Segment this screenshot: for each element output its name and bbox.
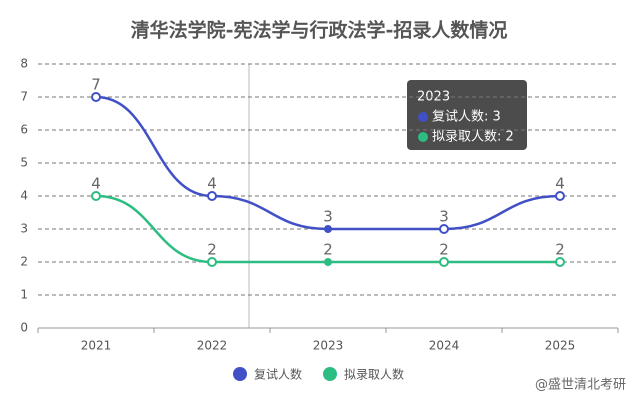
chart-title: 清华法学院-宪法学与行政法学-招录人数情况 [131,19,508,42]
data-label: 7 [91,76,101,94]
data-label: 2 [439,241,449,259]
point [555,257,565,267]
y-tick-label: 2 [20,255,28,269]
series-line [95,194,560,264]
y-tick-label: 1 [20,288,28,302]
series-line [95,95,561,231]
y-tick-label: 0 [20,321,28,335]
point [324,258,332,266]
x-tick-label: 2022 [197,339,228,353]
point [207,191,217,201]
y-tick-label: 5 [20,156,28,170]
y-tick-label: 3 [20,222,28,236]
x-tick-label: 2025 [545,339,576,353]
watermark: @盛世清北考研 [535,378,626,393]
data-label: 2 [323,241,333,259]
y-tick-label: 6 [20,123,28,137]
legend-marker [233,367,247,381]
legend-label: 拟录取人数 [344,367,404,382]
data-label: 2 [207,241,217,259]
point [207,257,217,267]
point [324,225,332,233]
data-label: 4 [555,175,565,193]
x-tick-label: 2021 [81,339,112,353]
data-label: 3 [439,208,449,226]
tooltip-dot [418,132,428,142]
data-label: 4 [207,175,217,193]
legend-marker [323,367,337,381]
y-tick-label: 8 [20,57,28,71]
data-label: 2 [555,241,565,259]
legend-label: 复试人数 [254,367,302,382]
y-tick-label: 7 [20,90,28,104]
tooltip-dot [418,112,428,122]
data-label: 3 [323,208,333,226]
tooltip-line: 拟录取人数: 2 [432,130,514,145]
x-tick-label: 2023 [313,339,344,353]
x-tick-label: 2024 [429,339,460,353]
point [91,191,101,201]
tooltip: 2023 复试人数: 3 拟录取人数: 2 [407,80,527,150]
tooltip-line: 复试人数: 3 [432,110,501,125]
point [439,224,449,234]
point [91,92,101,102]
y-tick-label: 4 [20,189,28,203]
point [555,191,565,201]
data-label: 4 [91,175,101,193]
point [439,257,449,267]
